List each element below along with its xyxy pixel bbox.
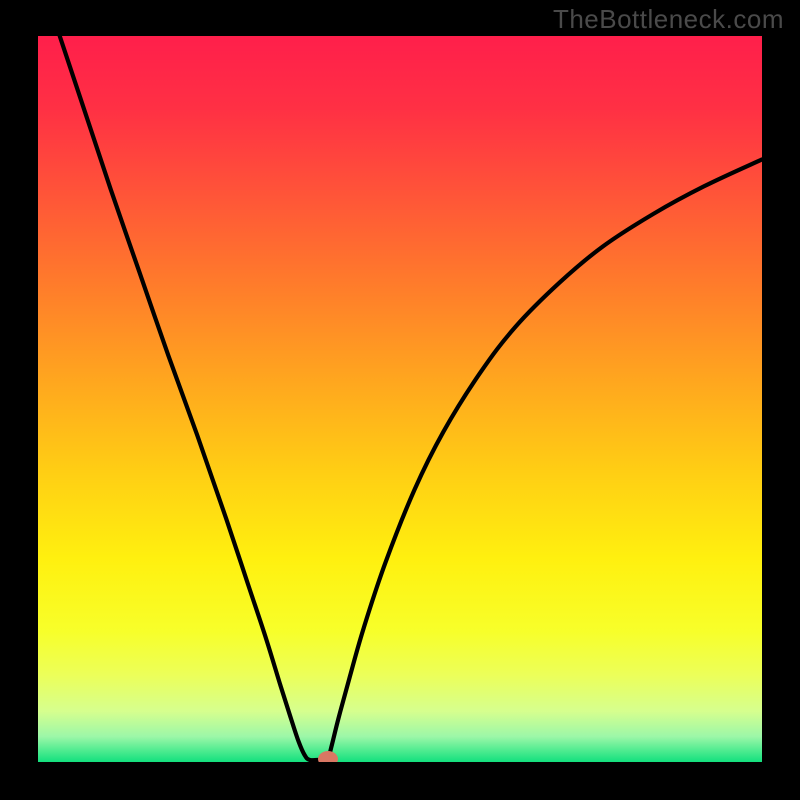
bottleneck-curve bbox=[38, 36, 762, 762]
chart-plot-area bbox=[38, 36, 762, 762]
watermark-text: TheBottleneck.com bbox=[553, 4, 784, 35]
optimum-marker bbox=[318, 751, 338, 762]
